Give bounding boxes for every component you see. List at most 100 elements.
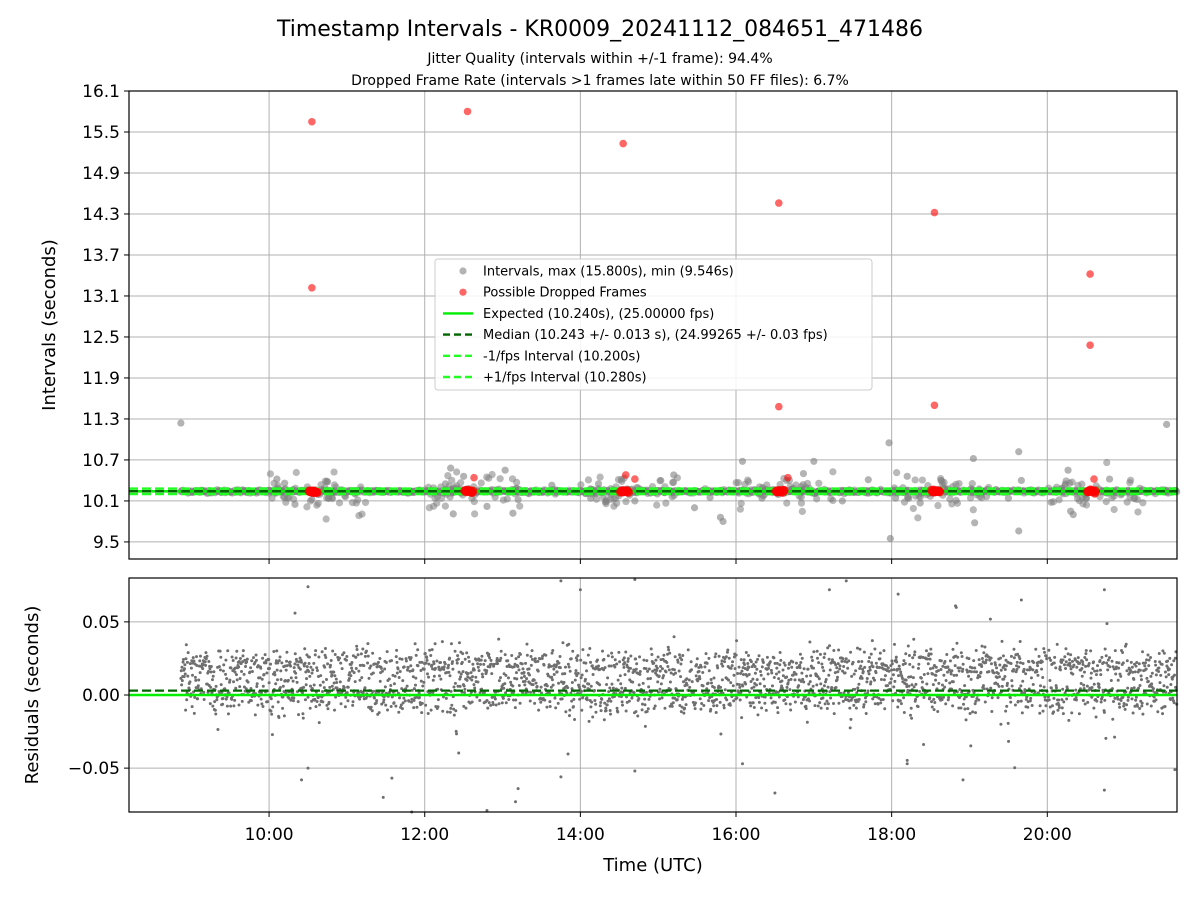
residual-point [225,677,229,681]
residual-point [1167,673,1171,677]
residual-point [730,664,734,668]
residual-point [1172,701,1176,705]
residual-point [702,704,706,708]
residual-point [871,665,875,669]
residual-point [371,689,375,693]
residual-point [1075,665,1079,669]
residual-point [1060,706,1064,710]
residual-point [381,795,385,799]
residual-point [425,672,429,676]
residual-point [516,664,520,668]
residual-point [1099,673,1103,677]
residual-point [270,712,274,716]
residual-point [456,657,460,661]
interval-point [916,499,924,507]
intervals-y-tick-label: 15.5 [82,123,120,143]
residual-point [249,687,253,691]
residual-point [984,661,988,665]
residual-point [668,651,672,655]
residual-point [712,685,716,689]
residual-point [798,663,802,667]
residual-point [1086,700,1090,704]
residual-point [512,698,516,702]
residual-point [716,666,720,670]
dropped-frame-point [935,487,945,497]
residual-point [960,655,964,659]
residual-point [1158,681,1162,685]
residual-point [568,669,572,673]
residual-point [524,661,528,665]
residual-point [627,669,631,673]
residual-point [269,662,273,666]
residual-point [402,696,406,700]
residual-point [369,664,373,668]
residual-point [720,678,724,682]
residual-point [574,656,578,660]
residual-point [321,700,325,704]
residual-point [820,662,824,666]
residual-point [735,639,739,643]
residual-point [739,691,743,695]
residual-point [517,668,521,672]
residual-point [477,669,481,673]
residual-point [461,652,465,656]
residual-point [300,778,304,782]
residual-point [934,665,938,669]
residual-point [198,671,202,675]
residual-point [242,685,246,689]
residual-point [714,652,718,656]
residual-point [454,709,458,713]
residual-point [936,709,940,713]
residual-point [752,685,756,689]
residual-point [811,684,815,688]
interval-point [662,499,670,507]
residual-point [827,657,831,661]
residual-point [1019,684,1023,688]
residual-point [754,660,758,664]
residual-point [881,697,885,701]
residual-point [571,649,575,653]
residual-point [762,684,766,688]
residual-point [470,700,474,704]
residual-point [681,654,685,658]
residual-point [620,703,624,707]
residual-point [487,701,491,705]
interval-point [797,499,806,507]
residual-point [347,676,351,680]
residual-point [1055,642,1059,646]
residual-point [561,641,565,645]
residual-point [902,659,906,663]
residual-point [879,701,883,705]
residual-point [1117,661,1121,665]
residual-point [916,705,920,709]
residual-point [675,698,679,702]
residual-point [437,665,441,669]
residual-point [1063,691,1067,695]
residual-point [353,680,357,684]
interval-point [1103,458,1111,467]
dropped-frame-point [1090,486,1100,496]
residual-point [334,677,338,681]
residual-point [1078,661,1082,665]
residual-point [412,687,416,691]
residual-point [951,647,955,651]
residual-point [493,697,497,701]
residual-point [844,579,848,583]
residual-point [653,704,657,708]
residual-point [699,707,703,711]
residual-point [410,688,414,692]
residual-point [717,654,721,658]
interval-point [971,519,979,527]
residual-point [1048,678,1052,682]
residuals-x-tick-label: 18:00 [867,825,916,845]
interval-point [441,502,449,510]
residual-point [655,666,659,670]
residual-point [296,663,300,667]
residual-point [713,655,717,659]
residual-point [1145,702,1149,706]
residual-point [645,659,649,663]
residual-point [725,698,729,702]
residual-point [954,605,958,609]
residual-point [892,685,896,689]
interval-point [903,472,911,480]
